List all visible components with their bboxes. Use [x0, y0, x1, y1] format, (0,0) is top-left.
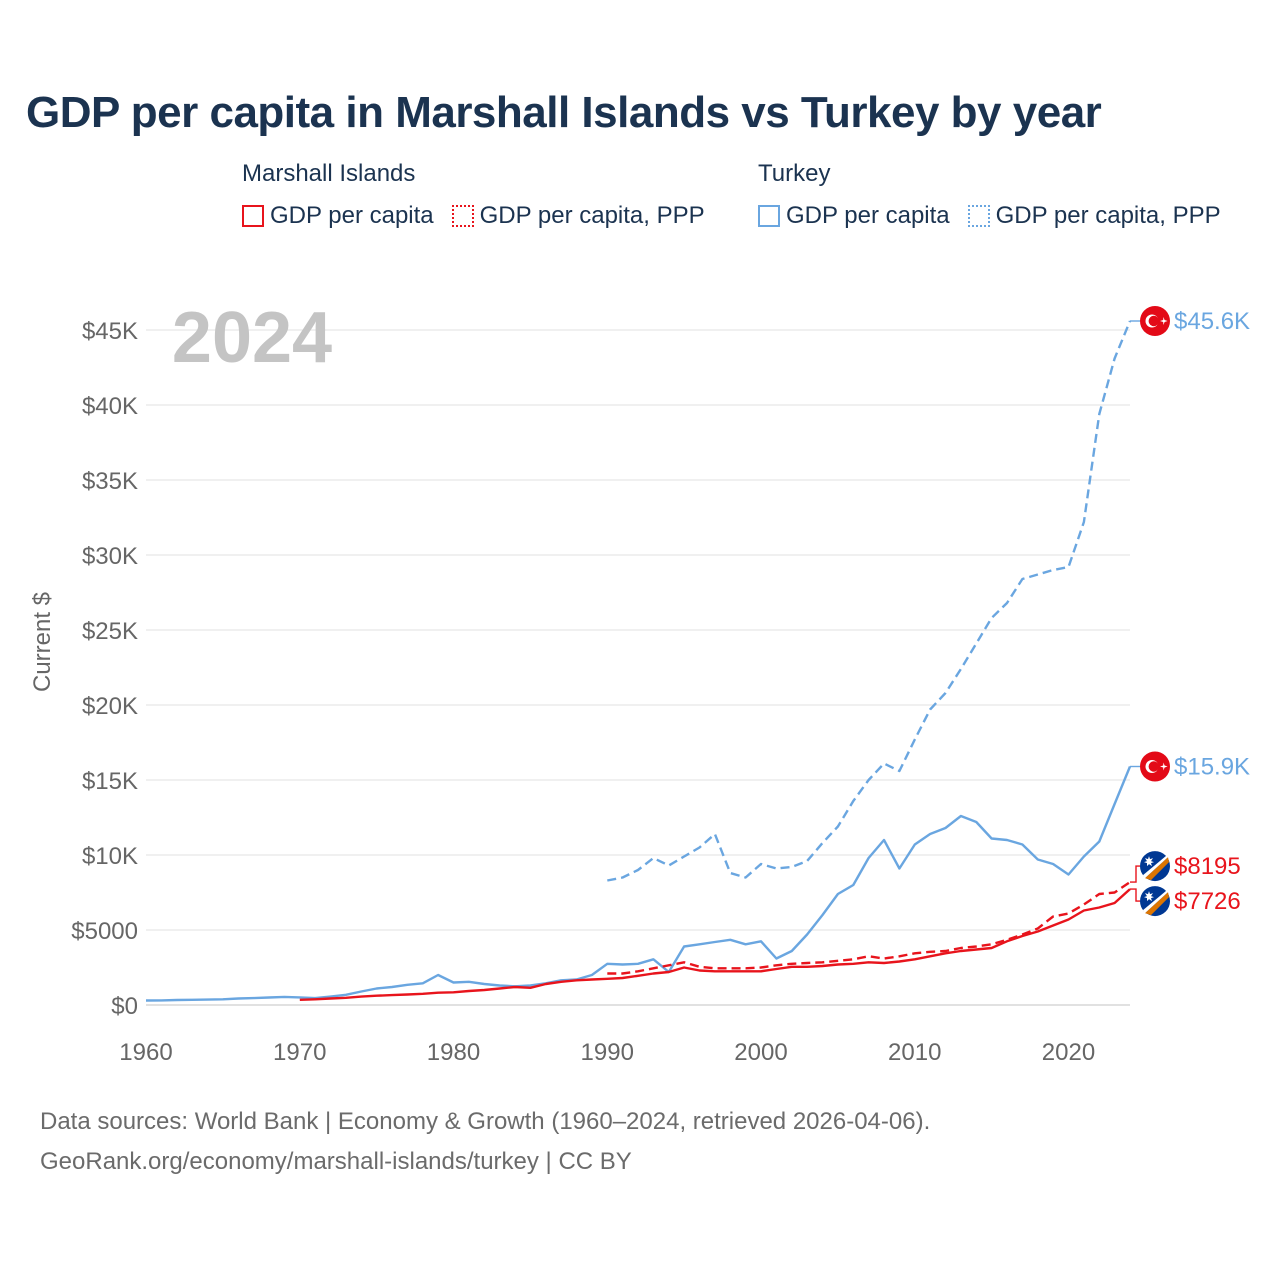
- x-tick-label: 1990: [581, 1039, 634, 1066]
- x-tick-label: 2010: [888, 1039, 941, 1066]
- legend-group-turkey: Turkey GDP per capita GDP per capita, PP…: [758, 160, 1221, 230]
- y-tick-label: $25K: [82, 618, 138, 645]
- x-tick-label: 2000: [734, 1039, 787, 1066]
- legend-item[interactable]: GDP per capita, PPP: [451, 202, 705, 230]
- turkey-flag-icon: [1140, 751, 1170, 782]
- legend-group-marshall-islands: Marshall Islands GDP per capita GDP per …: [242, 160, 705, 230]
- y-axis: $0 $5000 $10K $15K $20K $25K $30K $35K $40K $45K: [71, 318, 138, 1020]
- end-label: $7726: [1130, 886, 1241, 917]
- end-labels: $45.6K $15.9K $8195 $7726: [1130, 306, 1250, 917]
- series-lines: [145, 320, 1132, 1002]
- y-axis-label: Current $: [29, 592, 56, 692]
- end-label: $8195: [1130, 851, 1241, 883]
- y-tick-label: $40K: [82, 393, 138, 420]
- legend-swatch-dotted: [451, 205, 474, 227]
- end-value-label: $8195: [1174, 853, 1241, 880]
- legend-swatch-solid: [758, 205, 780, 227]
- y-tick-label: $15K: [82, 768, 138, 795]
- chart-title: GDP per capita in Marshall Islands vs Tu…: [26, 88, 1102, 137]
- y-tick-label: $30K: [82, 543, 138, 570]
- leader-line: [1130, 865, 1140, 883]
- end-label: $15.9K: [1130, 751, 1250, 782]
- grid: [146, 329, 1130, 1006]
- y-tick-label: $5000: [71, 918, 138, 945]
- end-label: $45.6K: [1130, 306, 1250, 336]
- y-tick-label: $20K: [82, 693, 138, 720]
- legend-item[interactable]: GDP per capita, PPP: [967, 202, 1221, 230]
- end-value-label: $45.6K: [1174, 308, 1250, 335]
- y-tick-label: $45K: [82, 318, 138, 345]
- x-tick-label: 1960: [119, 1039, 172, 1066]
- end-value-label: $15.9K: [1174, 754, 1250, 781]
- x-axis: 1960 1970 1980 1990 2000 2010 2020: [119, 1039, 1095, 1066]
- leader-line: [1130, 888, 1140, 902]
- legend-item[interactable]: GDP per capita: [242, 202, 434, 230]
- x-tick-label: 1980: [427, 1039, 480, 1066]
- series-line-turkey-gdp-per-capita: [145, 766, 1132, 1002]
- x-tick-label: 2020: [1042, 1039, 1095, 1066]
- legend-label: GDP per capita: [270, 202, 434, 229]
- legend-swatch-solid: [242, 205, 264, 227]
- legend-label: GDP per capita, PPP: [995, 202, 1221, 229]
- series-line-marshall-islands-gdp-per-capita: [299, 888, 1131, 1001]
- year-label: 2024: [172, 298, 332, 378]
- legend-item[interactable]: GDP per capita: [758, 202, 950, 230]
- legend-label: GDP per capita: [786, 202, 950, 229]
- legend-heading: Marshall Islands: [242, 160, 416, 187]
- turkey-flag-icon: [1140, 306, 1170, 336]
- footer-credit: GeoRank.org/economy/marshall-islands/tur…: [40, 1148, 632, 1175]
- y-tick-label: $35K: [82, 468, 138, 495]
- x-tick-label: 1970: [273, 1039, 326, 1066]
- y-tick-label: $0: [111, 993, 138, 1020]
- legend-heading: Turkey: [758, 160, 831, 187]
- series-line-marshall-islands-gdp-per-capita-ppp: [607, 881, 1131, 975]
- marshall-islands-flag-icon: [1140, 886, 1170, 917]
- marshall-islands-flag-icon: [1140, 851, 1170, 882]
- y-tick-label: $10K: [82, 843, 138, 870]
- legend-swatch-dotted: [967, 205, 990, 227]
- series-line-turkey-gdp-per-capita-ppp: [607, 320, 1132, 882]
- line-chart: 2024 $0 $5000 $10K $15K $20K $25K $30K $35K $40K…: [29, 298, 1250, 1066]
- legend-label: GDP per capita, PPP: [479, 202, 705, 229]
- end-value-label: $7726: [1174, 888, 1241, 915]
- footer-sources: Data sources: World Bank | Economy & Gro…: [40, 1108, 931, 1135]
